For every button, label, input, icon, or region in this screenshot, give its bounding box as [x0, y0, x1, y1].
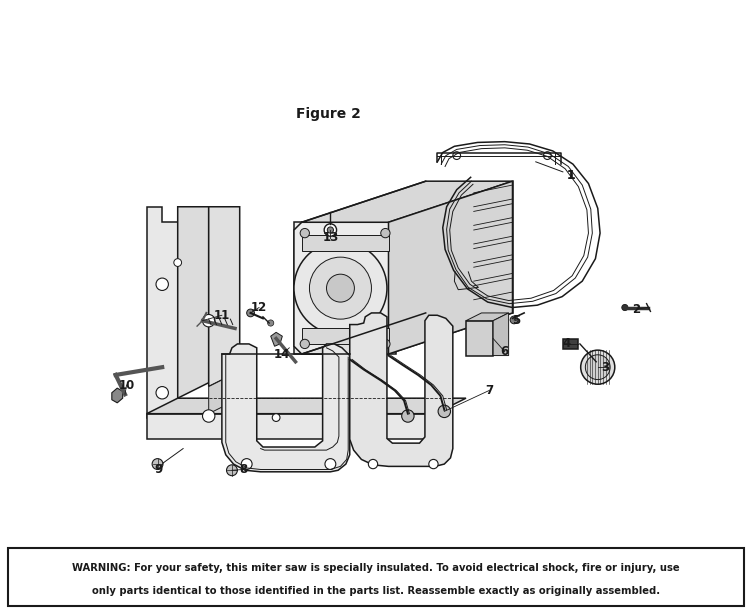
Circle shape: [368, 460, 378, 469]
Text: Figure 2: Figure 2: [296, 106, 361, 121]
Circle shape: [581, 350, 615, 384]
Circle shape: [326, 274, 354, 302]
Circle shape: [381, 228, 390, 237]
Text: 11: 11: [214, 309, 230, 322]
Polygon shape: [350, 313, 453, 466]
Polygon shape: [147, 398, 466, 414]
Text: 10: 10: [118, 378, 135, 392]
Polygon shape: [466, 313, 508, 321]
Circle shape: [272, 414, 280, 422]
Circle shape: [202, 410, 215, 422]
Polygon shape: [493, 313, 508, 356]
Circle shape: [622, 304, 628, 311]
Circle shape: [453, 152, 460, 160]
Text: 12: 12: [251, 301, 267, 314]
Polygon shape: [147, 414, 435, 439]
Polygon shape: [294, 222, 396, 354]
Circle shape: [510, 316, 518, 324]
Text: 8: 8: [239, 463, 247, 476]
Text: 14: 14: [274, 348, 290, 360]
Text: 1: 1: [566, 170, 575, 182]
Circle shape: [327, 227, 333, 233]
Polygon shape: [302, 181, 513, 222]
Circle shape: [300, 339, 310, 349]
Circle shape: [174, 259, 181, 266]
Text: only parts identical to those identified in the parts list. Reassemble exactly a: only parts identical to those identified…: [92, 586, 660, 596]
Polygon shape: [222, 344, 350, 472]
Polygon shape: [112, 388, 123, 403]
Polygon shape: [563, 338, 578, 349]
Polygon shape: [389, 181, 513, 354]
Circle shape: [241, 458, 252, 469]
Circle shape: [268, 320, 274, 326]
Circle shape: [381, 339, 390, 349]
Circle shape: [300, 228, 310, 237]
Text: 6: 6: [501, 345, 509, 358]
Text: 7: 7: [485, 384, 493, 397]
Text: 5: 5: [512, 314, 520, 327]
Polygon shape: [294, 222, 396, 354]
Polygon shape: [271, 332, 282, 346]
Circle shape: [310, 257, 371, 319]
Text: 13: 13: [323, 231, 338, 244]
Text: 9: 9: [154, 463, 162, 476]
FancyBboxPatch shape: [8, 548, 744, 606]
Circle shape: [202, 315, 215, 327]
Polygon shape: [302, 236, 389, 251]
Text: 2: 2: [632, 302, 641, 316]
Circle shape: [247, 309, 254, 317]
Circle shape: [544, 152, 551, 160]
Circle shape: [325, 458, 336, 469]
Text: 4: 4: [562, 337, 571, 351]
Text: WARNING: For your safety, this miter saw is specially insulated. To avoid electr: WARNING: For your safety, this miter saw…: [72, 563, 680, 573]
Circle shape: [324, 224, 337, 236]
Circle shape: [226, 465, 238, 476]
Text: 1: 1: [566, 170, 575, 182]
Circle shape: [429, 460, 438, 469]
Polygon shape: [147, 207, 209, 417]
Circle shape: [402, 410, 414, 422]
Circle shape: [294, 242, 387, 335]
Circle shape: [585, 355, 610, 379]
Circle shape: [152, 458, 163, 469]
Polygon shape: [209, 207, 240, 387]
Polygon shape: [177, 207, 209, 398]
Polygon shape: [466, 321, 493, 356]
Circle shape: [156, 387, 168, 399]
Circle shape: [156, 278, 168, 291]
Polygon shape: [302, 329, 389, 344]
Text: 3: 3: [602, 360, 610, 374]
Polygon shape: [209, 371, 240, 414]
Circle shape: [438, 405, 450, 417]
Polygon shape: [302, 313, 513, 354]
